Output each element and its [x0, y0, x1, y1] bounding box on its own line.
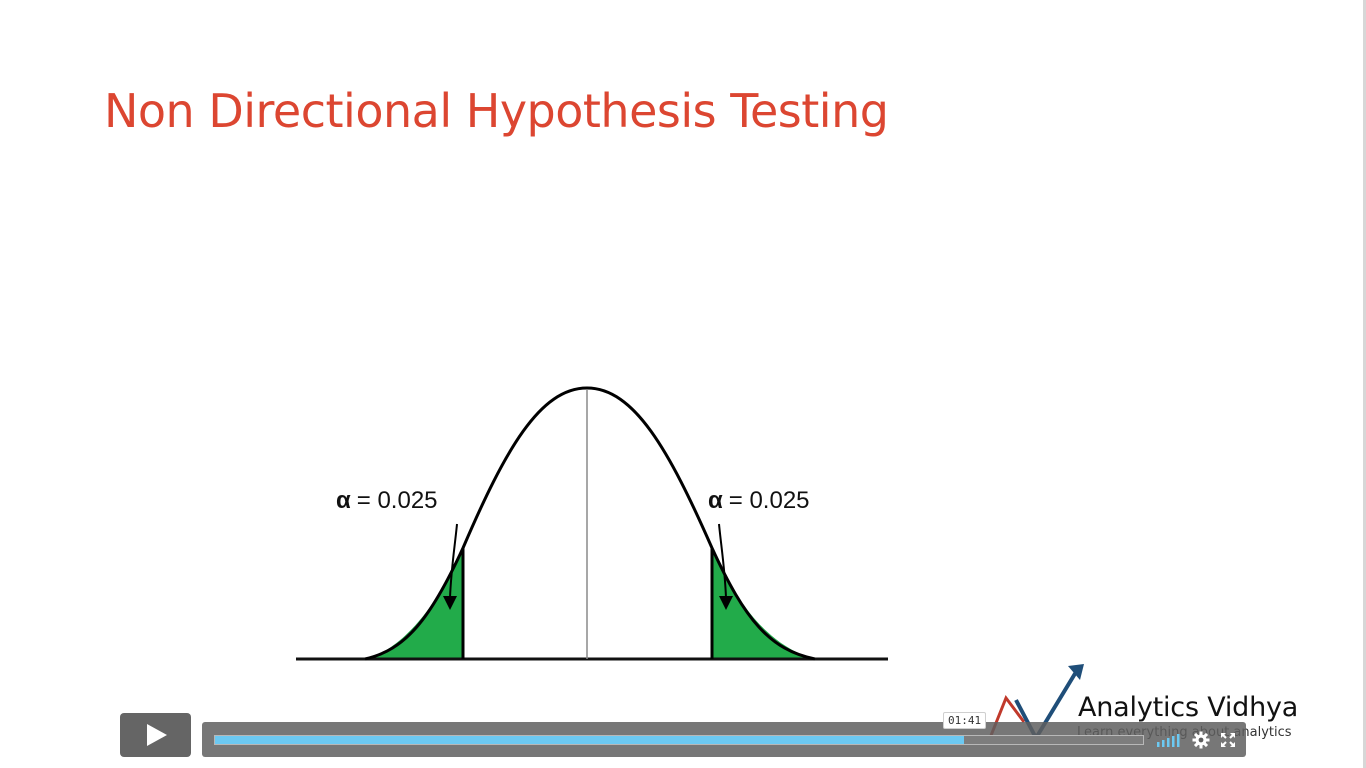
- right-arrow-head: [719, 596, 733, 610]
- current-time-tooltip: 01:41: [943, 712, 987, 729]
- progress-bar-fill: [215, 736, 964, 744]
- right-alpha-label: α = 0.025: [708, 487, 810, 514]
- volume-icon[interactable]: [1156, 733, 1182, 747]
- bell-curve: [364, 386, 816, 661]
- progress-bar[interactable]: [214, 735, 1144, 745]
- left-arrow-head: [443, 596, 457, 610]
- right-arrow: [718, 523, 727, 599]
- gear-icon[interactable]: [1192, 731, 1210, 749]
- left-arrow: [449, 523, 458, 599]
- right-tail-region: [712, 548, 812, 659]
- left-tail-region: [370, 548, 463, 659]
- left-alpha-label: α = 0.025: [336, 487, 438, 514]
- frame-edge: [1363, 0, 1366, 768]
- logo-name: Analytics Vidhya: [1078, 692, 1299, 723]
- video-control-bar: 01:41: [202, 712, 1246, 757]
- slide-title: Non Directional Hypothesis Testing: [104, 84, 889, 138]
- fullscreen-icon[interactable]: [1220, 732, 1236, 748]
- play-button[interactable]: [120, 713, 191, 757]
- play-icon: [147, 724, 167, 746]
